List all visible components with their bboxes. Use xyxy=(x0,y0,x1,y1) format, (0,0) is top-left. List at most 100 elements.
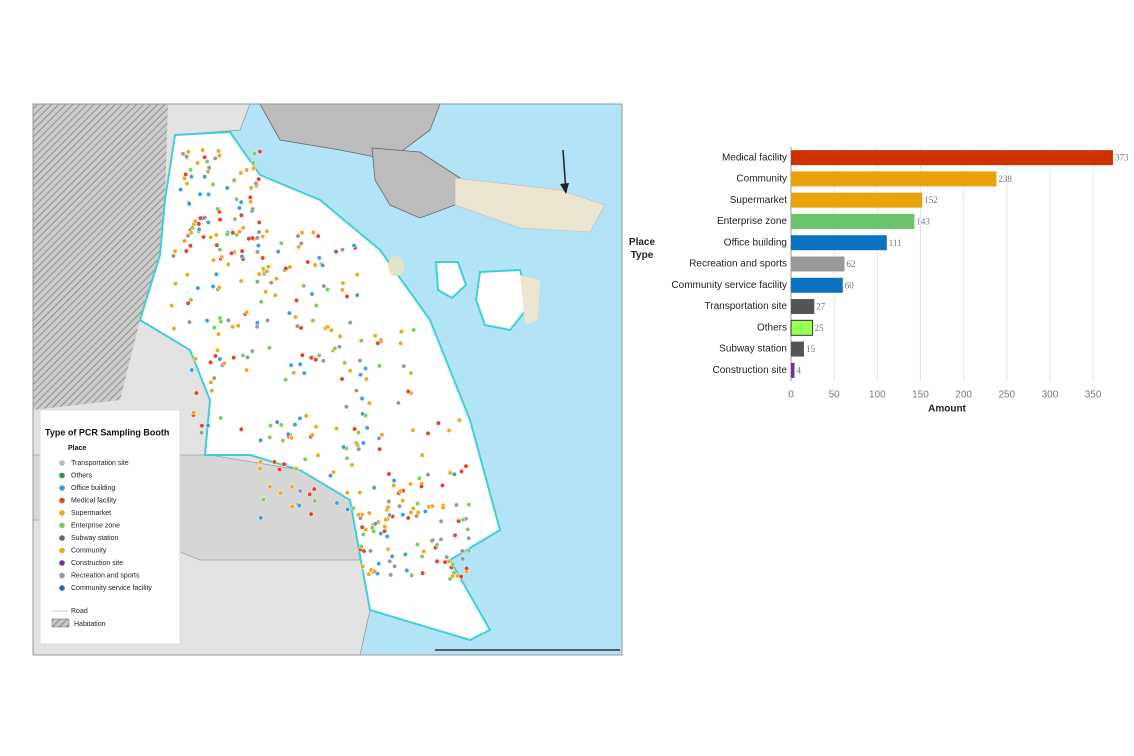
booth-marker xyxy=(292,422,298,428)
booth-marker xyxy=(352,426,358,432)
booth-marker xyxy=(315,233,321,239)
booth-marker xyxy=(372,521,378,527)
booth-marker xyxy=(419,452,425,458)
booth-marker xyxy=(211,325,217,331)
booth-marker xyxy=(217,315,223,321)
booth-marker xyxy=(260,233,266,239)
booth-marker xyxy=(359,524,365,530)
booth-marker xyxy=(240,353,246,358)
booth-marker xyxy=(205,423,211,428)
booth-marker xyxy=(345,506,351,512)
booth-marker xyxy=(193,390,199,396)
booth-marker xyxy=(447,576,453,582)
value-label: 62 xyxy=(847,259,856,269)
booth-marker xyxy=(256,176,262,182)
value-label: 111 xyxy=(889,238,902,248)
booth-marker xyxy=(363,413,369,418)
booth-marker xyxy=(210,284,216,290)
booth-marker xyxy=(358,338,364,344)
booth-marker xyxy=(465,526,471,532)
booth-marker xyxy=(278,240,284,246)
map-frame xyxy=(32,103,623,656)
booth-marker xyxy=(221,360,227,366)
booth-marker xyxy=(238,278,244,284)
booth-marker xyxy=(192,218,198,224)
legend-label: Others xyxy=(71,472,93,479)
booth-marker xyxy=(408,510,414,515)
booth-marker xyxy=(199,430,204,436)
booth-marker xyxy=(391,478,397,484)
booth-marker xyxy=(414,513,420,519)
booth-marker xyxy=(425,472,431,478)
booth-marker xyxy=(309,291,315,297)
booth-marker xyxy=(183,248,189,254)
booth-marker xyxy=(354,292,360,298)
booth-marker xyxy=(250,160,256,166)
booth-marker xyxy=(310,230,316,235)
booth-marker xyxy=(180,151,186,157)
y-tick-label: Medical facility xyxy=(722,152,787,163)
booth-marker xyxy=(360,532,366,537)
booth-marker xyxy=(460,556,466,562)
booth-marker xyxy=(337,333,343,339)
value-label: 238 xyxy=(998,174,1012,184)
booth-marker xyxy=(378,531,384,536)
booth-marker xyxy=(320,358,326,364)
booth-marker xyxy=(296,244,302,250)
booth-marker xyxy=(237,205,242,211)
booth-marker xyxy=(387,558,393,564)
booth-marker xyxy=(238,199,244,205)
booth-marker xyxy=(258,437,264,443)
booth-marker xyxy=(230,230,236,236)
booth-marker xyxy=(309,432,315,438)
booth-marker xyxy=(208,379,214,385)
booth-marker xyxy=(188,243,193,249)
island xyxy=(371,147,461,219)
legend-icon xyxy=(59,560,65,566)
booth-marker xyxy=(204,318,210,324)
shoal xyxy=(454,177,606,233)
x-tick-label: 100 xyxy=(869,390,886,401)
booth-marker xyxy=(375,340,381,346)
booth-marker xyxy=(331,469,336,475)
booth-marker xyxy=(231,177,237,183)
booth-marker xyxy=(439,482,445,488)
booth-marker xyxy=(458,574,464,580)
booth-marker xyxy=(293,314,298,320)
booth-marker xyxy=(208,234,214,240)
booth-marker xyxy=(459,548,465,554)
booth-marker xyxy=(213,232,219,238)
booth-marker xyxy=(267,434,273,440)
booth-marker xyxy=(444,554,450,560)
booth-marker xyxy=(209,388,215,394)
legend-label: Enterprise zone xyxy=(71,522,120,529)
booth-marker xyxy=(315,452,321,458)
booth-marker xyxy=(299,352,305,358)
booth-marker xyxy=(258,299,264,305)
x-tick-label: 50 xyxy=(829,390,841,401)
booth-marker xyxy=(457,417,462,423)
booth-marker xyxy=(248,185,254,191)
x-tick-label: 150 xyxy=(912,390,929,401)
booth-marker xyxy=(349,462,355,468)
booth-marker xyxy=(238,212,244,218)
booth-marker xyxy=(251,165,257,171)
islet xyxy=(474,268,532,332)
booth-marker xyxy=(358,544,364,550)
booth-marker xyxy=(217,247,223,253)
value-label: 27 xyxy=(816,302,826,312)
booth-marker xyxy=(308,511,314,517)
booth-marker xyxy=(391,483,397,488)
booth-marker xyxy=(343,404,349,410)
booth-marker xyxy=(225,261,231,267)
booth-marker xyxy=(188,297,194,303)
booth-marker xyxy=(363,376,369,382)
bar xyxy=(791,171,997,187)
booth-marker xyxy=(276,467,282,472)
booth-marker xyxy=(387,512,393,518)
booth-marker xyxy=(206,191,211,197)
booth-marker xyxy=(291,370,297,376)
booth-marker xyxy=(213,353,218,359)
legend-label: Community xyxy=(71,547,107,554)
booth-marker xyxy=(214,242,220,248)
